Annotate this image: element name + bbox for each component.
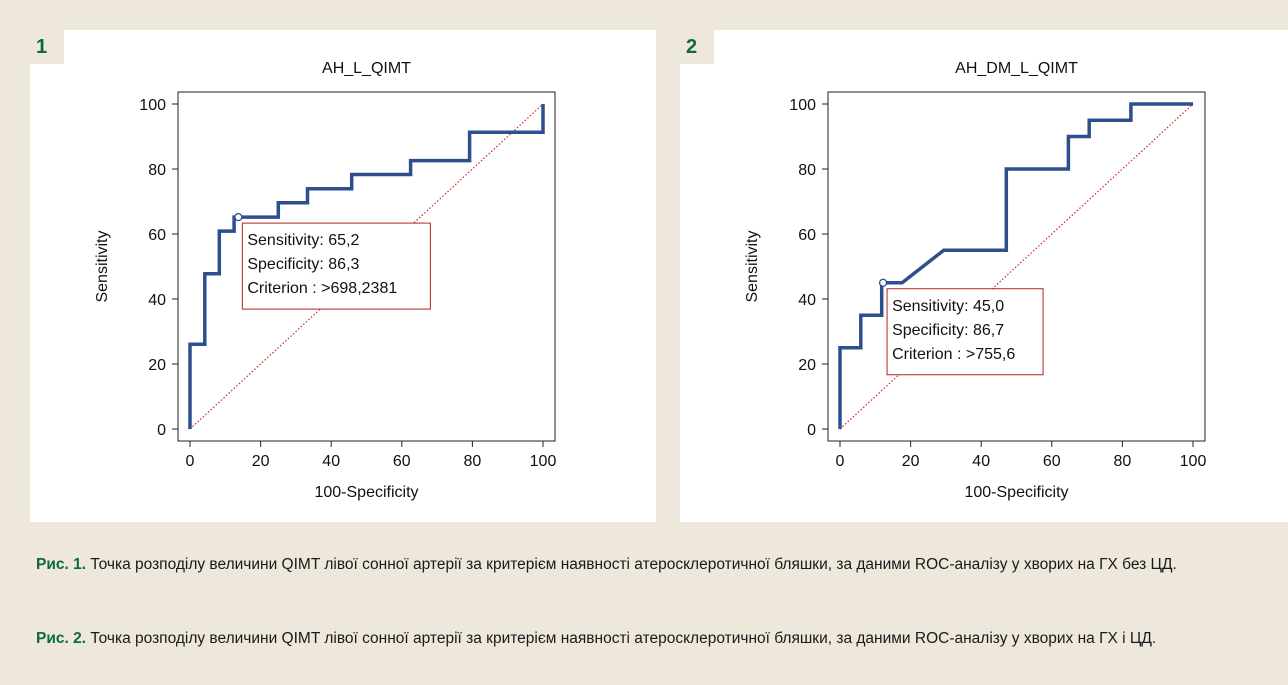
chart-title: AH_L_QIMT — [322, 60, 411, 77]
annotation-box — [241, 222, 431, 310]
panel-number: 2 — [680, 30, 714, 64]
roc-curve — [838, 102, 1193, 429]
x-tick-label: 40 — [322, 453, 340, 470]
y-tick-label: 40 — [148, 292, 166, 309]
y-tick-label: 100 — [139, 97, 166, 114]
figure-caption-2: Рис. 2. Точка розподілу величини QIMT лі… — [36, 627, 1258, 650]
x-axis-label: 100-Specificity — [964, 484, 1068, 501]
roc-chart-2: AH_DM_L_QIMT 0 20 40 60 80 100 0 20 40 60 80 100 100-… — [744, 60, 1207, 501]
x-tick-label: 40 — [972, 453, 990, 470]
chart-title: AH_DM_L_QIMT — [955, 60, 1078, 77]
x-tick-label: 20 — [252, 453, 270, 470]
caption-text: Точка розподілу величини QIMT лівої сонн… — [86, 556, 1177, 573]
caption-label: Рис. 2. — [36, 630, 87, 647]
x-tick-label: 80 — [464, 453, 482, 470]
x-tick-label: 60 — [1043, 453, 1061, 470]
y-tick-label: 80 — [148, 162, 166, 179]
y-tick-label: 40 — [798, 292, 816, 309]
cutoff-point-marker — [878, 278, 888, 287]
caption-text: Точка розподілу величини QIMT лівої сонн… — [86, 630, 1157, 647]
reference-diagonal-line — [189, 103, 544, 430]
figure-caption-1: Рис. 1. Точка розподілу величини QIMT лі… — [36, 553, 1258, 576]
x-tick-label: 0 — [186, 453, 195, 470]
chart-panel-2: 2 AH_DM_L_QIMT 0 20 40 60 80 100 0 20 40 60 80 100 10… — [680, 30, 1288, 522]
chart-panel-1: 1 AH_L_QIMT 0 20 40 60 80 100 0 20 40 60 80 100 100-S… — [30, 30, 656, 522]
x-tick-label: 100 — [530, 453, 557, 470]
x-axis-label: 100-Specificity — [314, 484, 418, 501]
x-tick-label: 0 — [836, 453, 845, 470]
y-tick-label: 20 — [148, 357, 166, 374]
cutoff-point-marker — [234, 212, 243, 222]
plot-frame — [827, 91, 1206, 442]
x-tick-label: 80 — [1114, 453, 1132, 470]
x-tick-label: 60 — [393, 453, 411, 470]
y-tick-label: 60 — [798, 227, 816, 244]
y-tick-label: 0 — [807, 422, 816, 439]
x-tick-label: 100 — [1180, 453, 1207, 470]
y-axis-label: Sensitivity — [94, 230, 111, 302]
roc-curve — [188, 104, 545, 429]
y-tick-label: 0 — [157, 422, 166, 439]
annotation-box — [886, 288, 1044, 376]
y-tick-label: 20 — [798, 357, 816, 374]
annotation-line: Criterion : >698,2381 — [247, 280, 397, 297]
caption-label: Рис. 1. — [36, 556, 87, 573]
panel-number: 1 — [30, 30, 64, 64]
y-axis-label: Sensitivity — [744, 230, 761, 302]
reference-diagonal-line — [839, 103, 1194, 430]
annotation-line: Specificity: 86,3 — [247, 256, 359, 273]
y-tick-label: 60 — [148, 227, 166, 244]
annotation-line: Sensitivity: 65,2 — [247, 232, 359, 249]
annotation-line: Specificity: 86,7 — [892, 322, 1004, 339]
x-tick-label: 20 — [902, 453, 920, 470]
plot-frame — [177, 91, 556, 442]
y-tick-label: 100 — [789, 97, 816, 114]
annotation-line: Sensitivity: 45,0 — [892, 298, 1004, 315]
annotation-line: Criterion : >755,6 — [892, 346, 1015, 363]
roc-chart-1: AH_L_QIMT 0 20 40 60 80 100 0 20 40 60 80 100 100-Spe… — [94, 60, 557, 501]
y-tick-label: 80 — [798, 162, 816, 179]
